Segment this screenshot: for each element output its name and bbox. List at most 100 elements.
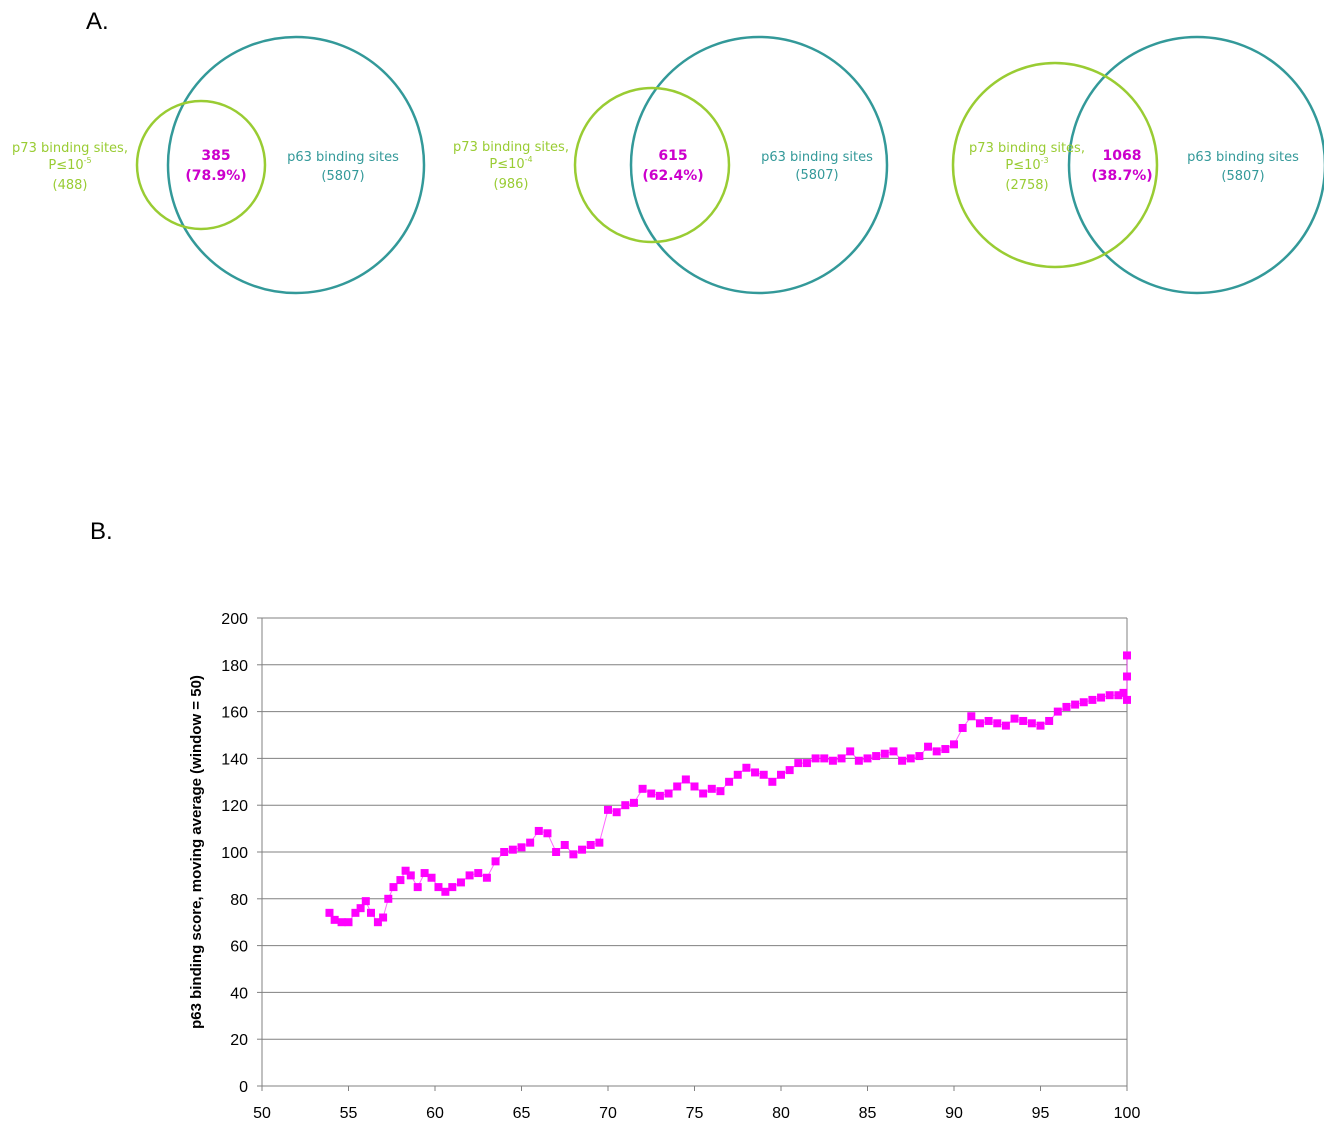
data-point [427, 873, 436, 882]
data-point [828, 756, 837, 765]
data-point [604, 805, 612, 814]
p63-count: (5807) [795, 168, 838, 183]
data-point [491, 857, 500, 866]
data-point [837, 754, 846, 763]
panel-label-b: B. [90, 518, 113, 545]
data-point [508, 845, 517, 854]
p63-count: (5807) [321, 169, 364, 184]
y-tick-label: 120 [221, 798, 248, 815]
y-axis-label: p63 binding score, moving average (windo… [188, 675, 205, 1029]
data-point [880, 749, 889, 758]
data-point [379, 913, 388, 922]
data-point [578, 845, 587, 854]
p73-count: (2758) [1005, 178, 1048, 193]
data-point [401, 866, 410, 875]
data-point [465, 871, 474, 880]
data-point [699, 789, 708, 798]
data-point [434, 883, 443, 892]
data-point [474, 869, 483, 878]
venn-diagram-1: p73 binding sites, P≤10-5 (488) 385 (78.… [12, 35, 426, 295]
data-point [898, 756, 907, 765]
data-point [337, 918, 346, 927]
data-point [586, 840, 595, 849]
data-point [448, 883, 457, 892]
data-point [759, 770, 768, 779]
p73-circle [951, 61, 1159, 269]
data-point [906, 754, 915, 763]
data-point [647, 789, 656, 798]
data-point [384, 894, 393, 903]
venn-diagram-2: p73 binding sites, P≤10-4 (986) 615 (62.… [453, 35, 889, 295]
data-point [526, 838, 535, 847]
grid-lines [262, 617, 1128, 1086]
p73-threshold: P≤10-4 [489, 155, 532, 172]
p73-count: (986) [494, 177, 529, 192]
y-tick-label: 100 [221, 845, 248, 862]
data-point [681, 775, 690, 784]
x-tick-label: 95 [1032, 1105, 1050, 1121]
data-point [785, 766, 794, 775]
data-point [941, 745, 950, 754]
data-point [1019, 716, 1028, 725]
data-point [725, 777, 734, 786]
overlap-count: 615 [658, 148, 687, 164]
data-point [1097, 693, 1106, 702]
data-point [1088, 695, 1097, 704]
overlap-percent: (38.7%) [1091, 168, 1152, 184]
p63-label: p63 binding sites [1187, 150, 1299, 165]
data-point [560, 840, 569, 849]
data-point [777, 770, 785, 779]
data-points [325, 651, 1131, 927]
data-point [872, 752, 881, 761]
data-point [984, 716, 993, 725]
x-tick-label: 80 [772, 1105, 790, 1121]
overlap-count: 385 [201, 148, 230, 164]
x-tick-label: 60 [426, 1105, 444, 1121]
data-point [1062, 702, 1071, 711]
data-point [1027, 719, 1036, 728]
y-tick-label: 140 [221, 751, 248, 768]
y-tick-label: 180 [221, 658, 248, 675]
data-point [1123, 672, 1131, 681]
data-point [716, 787, 725, 796]
p73-label: p73 binding sites, [12, 141, 128, 156]
data-point [733, 770, 742, 779]
data-point [802, 759, 811, 768]
data-point [1071, 700, 1080, 709]
data-point [406, 871, 415, 880]
y-tick-label: 60 [230, 939, 248, 956]
x-tick-label: 100 [1114, 1105, 1141, 1121]
data-point [924, 742, 933, 751]
data-point [664, 789, 673, 798]
panel-label-a: A. [86, 8, 109, 35]
data-point [655, 791, 664, 800]
data-point [612, 808, 621, 817]
y-tick-label: 200 [221, 611, 248, 628]
data-point [932, 747, 941, 756]
data-point [742, 763, 751, 772]
data-point [534, 826, 543, 835]
x-tick-label: 75 [686, 1105, 704, 1121]
data-point [595, 838, 604, 847]
axes: 0 20 40 60 80 100 120 140 160 180 200 50 55 60 65 70 75 8… [221, 611, 1140, 1121]
p73-count: (488) [53, 178, 88, 193]
data-point [389, 883, 398, 892]
data-point [396, 876, 405, 885]
scatter-chart: 0 20 40 60 80 100 120 140 160 180 200 50 55 60 65 70 75 8… [188, 611, 1140, 1121]
data-point [751, 768, 760, 777]
overlap-count: 1068 [1103, 148, 1142, 164]
x-tick-label: 55 [340, 1105, 358, 1121]
y-tick-label: 160 [221, 705, 248, 722]
data-point [1123, 695, 1131, 704]
data-point [543, 829, 552, 838]
data-point [1053, 707, 1062, 716]
data-point [517, 843, 526, 852]
y-tick-label: 0 [239, 1079, 248, 1096]
series-line [329, 655, 1128, 923]
overlap-percent: (78.9%) [185, 168, 246, 184]
data-point [569, 850, 578, 859]
data-point [1119, 688, 1128, 697]
x-tick-label: 70 [599, 1105, 617, 1121]
data-point [1114, 691, 1123, 700]
venn-diagram-3: p73 binding sites, P≤10-3 (2758) 1068 (3… [951, 35, 1324, 295]
